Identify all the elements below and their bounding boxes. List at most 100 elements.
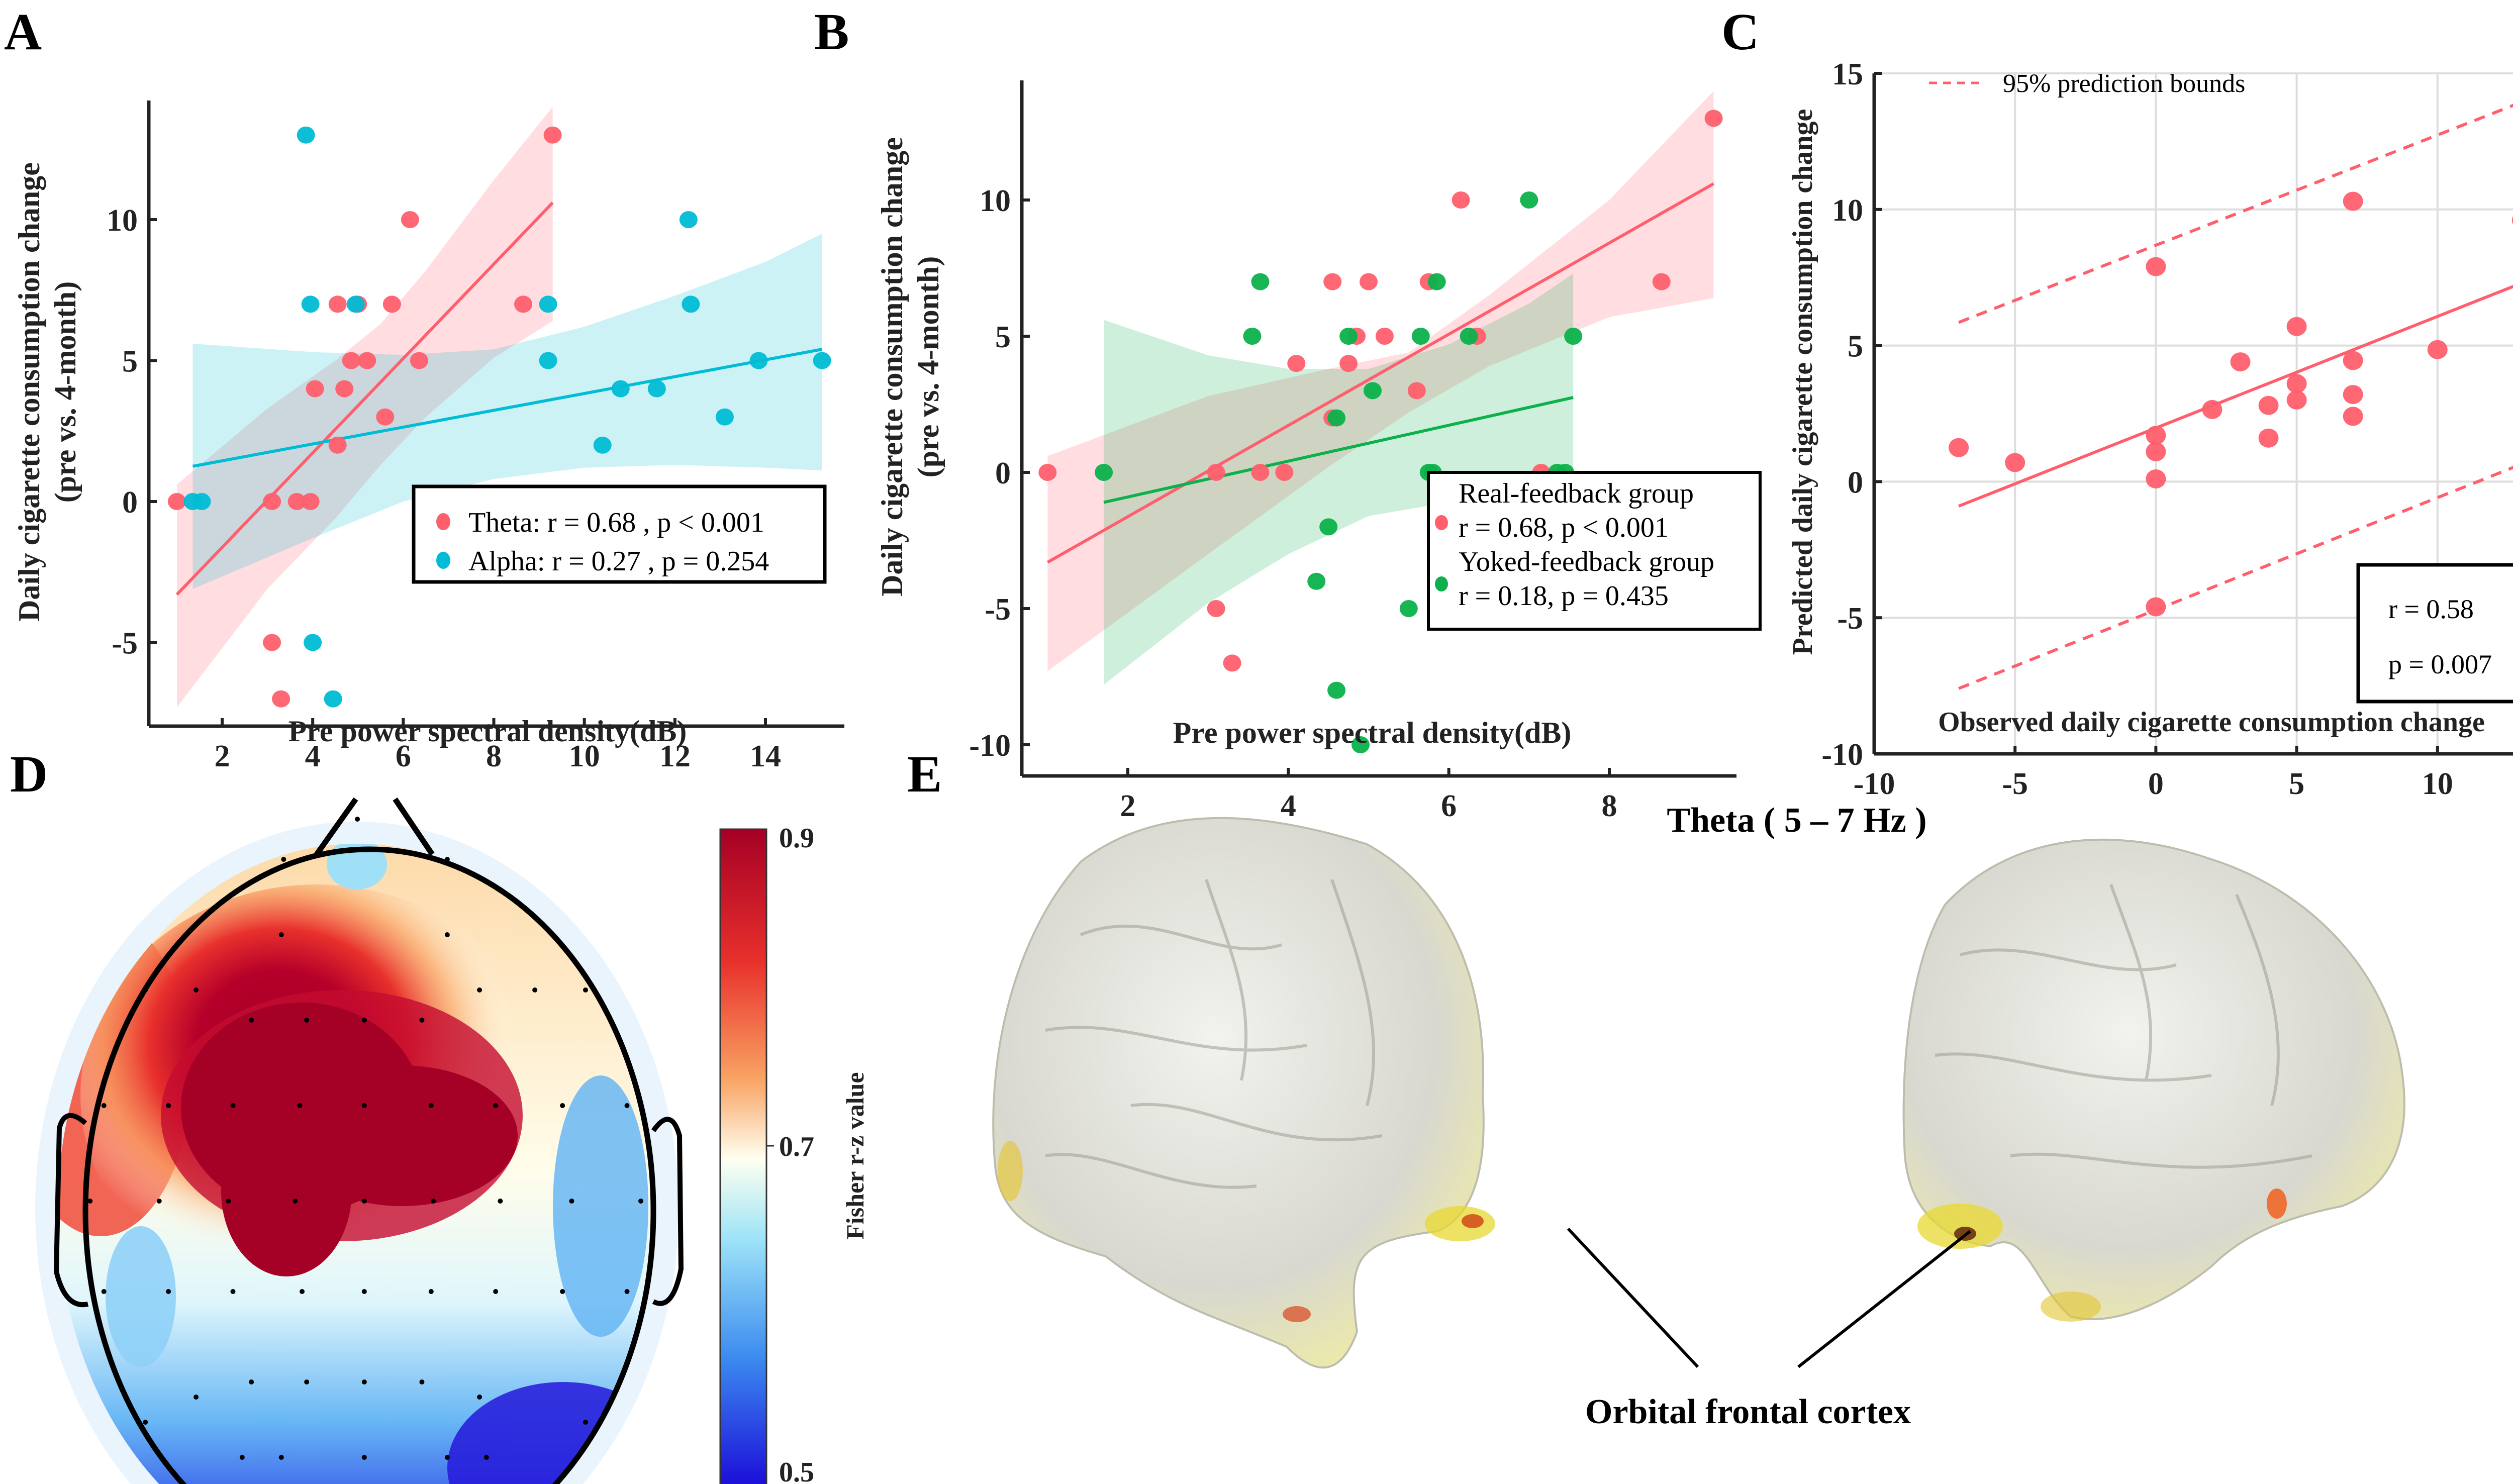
electrode-dot bbox=[281, 857, 286, 862]
legend-label-alpha: Alpha: r = 0.27 , p = 0.254 bbox=[468, 546, 769, 577]
confidence-bands bbox=[1047, 91, 1714, 685]
data-point bbox=[304, 634, 322, 651]
electrode-dot bbox=[166, 1289, 171, 1294]
electrode-dot bbox=[194, 1395, 199, 1400]
data-point bbox=[1287, 355, 1306, 372]
legend-stats-yoked: r = 0.18, p = 0.435 bbox=[1459, 580, 1669, 612]
data-point bbox=[297, 126, 315, 144]
legend-marker-real bbox=[1435, 515, 1448, 530]
data-point bbox=[514, 295, 533, 313]
colorbar-label: Fisher r-z value bbox=[841, 1072, 869, 1239]
electrode-dot bbox=[498, 1199, 503, 1204]
data-point bbox=[1275, 464, 1294, 481]
nose-outline bbox=[314, 797, 435, 856]
data-point bbox=[813, 352, 831, 369]
annotation-pointer-left bbox=[1567, 1227, 1699, 1368]
x-tick-label: 10 bbox=[569, 739, 600, 773]
data-point bbox=[2511, 216, 2513, 225]
electrode-dot bbox=[560, 1103, 565, 1108]
data-point bbox=[2146, 426, 2166, 445]
y-axis-label-line1: Daily cigarette consumption change bbox=[13, 162, 46, 622]
x-tick-label: 8 bbox=[1602, 789, 1617, 823]
x-tick-label: 5 bbox=[2289, 767, 2304, 801]
legend: Theta: r = 0.68 , p < 0.001 Alpha: r = 0… bbox=[412, 484, 827, 584]
data-point bbox=[1460, 328, 1478, 345]
electrode-dot bbox=[477, 1395, 482, 1400]
x-axis-label: Pre power spectral density(dB) bbox=[1173, 716, 1572, 749]
data-point bbox=[1327, 681, 1346, 699]
data-point bbox=[539, 295, 557, 313]
x-tick-label: 2 bbox=[1120, 789, 1136, 823]
confidence-band-yoked-feedback-group bbox=[1104, 273, 1574, 685]
y-tick-label: -5 bbox=[112, 627, 138, 661]
legend-label-real: Real-feedback group bbox=[1459, 478, 1694, 509]
y-tick-label: 5 bbox=[1848, 330, 1863, 364]
data-point bbox=[328, 295, 347, 313]
confidence-band-real-feedback-group bbox=[1047, 91, 1714, 671]
data-point bbox=[376, 408, 395, 426]
y-axis-label: Predicted daily cigarette consumption ch… bbox=[1787, 109, 1818, 655]
electrode-dot bbox=[101, 1289, 107, 1294]
data-point bbox=[287, 493, 306, 510]
data-point bbox=[2343, 351, 2363, 370]
colorbar-tick-mid: 0.7 bbox=[779, 1131, 814, 1162]
electrode-dot bbox=[230, 1289, 236, 1294]
data-point bbox=[1520, 191, 1538, 209]
legend-box bbox=[412, 484, 827, 584]
electrode-dot bbox=[249, 1018, 254, 1023]
electrode-dot bbox=[361, 1455, 367, 1460]
panel-d-topomap: 0.9 0.7 0.5 Fisher r-z value bbox=[35, 797, 869, 1484]
brain-title: Theta ( 5 – 7 Hz ) bbox=[1667, 801, 1926, 840]
data-point bbox=[611, 380, 630, 398]
electrode-dot bbox=[249, 1379, 254, 1384]
x-tick-label: 12 bbox=[659, 739, 691, 773]
data-point bbox=[1375, 328, 1394, 345]
data-point bbox=[1452, 191, 1470, 209]
data-point bbox=[539, 352, 557, 369]
x-tick-label: 6 bbox=[396, 739, 411, 773]
data-point bbox=[2005, 453, 2025, 472]
data-point bbox=[1251, 273, 1270, 290]
annotation-pointer-right bbox=[1797, 1230, 1971, 1368]
data-point bbox=[272, 690, 291, 708]
x-tick-label: 0 bbox=[2148, 767, 2164, 801]
data-point bbox=[1949, 438, 1969, 457]
data-point bbox=[1339, 355, 1358, 372]
y-axis-label-line2: (pre vs. 4-month) bbox=[912, 256, 945, 478]
prediction-bound-lower bbox=[1958, 466, 2513, 690]
x-tick-label: -5 bbox=[2002, 767, 2028, 801]
electrode-dot bbox=[444, 1455, 450, 1460]
fit-line-yoked-feedback-group bbox=[1103, 396, 1574, 504]
data-point bbox=[1652, 273, 1671, 290]
y-axis-label-line1: Daily cigarette consumption change bbox=[876, 137, 909, 597]
data-point bbox=[1095, 464, 1113, 481]
panel-label-e: E bbox=[907, 745, 942, 803]
data-point bbox=[328, 436, 347, 454]
electrode-dot bbox=[569, 1199, 574, 1204]
data-point bbox=[1307, 572, 1326, 590]
data-point bbox=[1207, 600, 1225, 617]
data-point bbox=[1363, 382, 1382, 400]
colorbar bbox=[719, 828, 767, 1484]
y-tick-label: -10 bbox=[1821, 738, 1863, 772]
data-point bbox=[1427, 273, 1446, 290]
legend-marker-alpha bbox=[436, 552, 450, 569]
panel-label-c: C bbox=[1721, 3, 1759, 61]
electrode-dots bbox=[87, 817, 644, 1460]
data-point bbox=[401, 211, 419, 228]
data-point bbox=[1223, 654, 1241, 672]
electrode-dot bbox=[230, 1103, 236, 1108]
data-point bbox=[1251, 464, 1270, 481]
data-point bbox=[2258, 395, 2279, 415]
data-point bbox=[167, 493, 186, 510]
y-tick-label: 5 bbox=[122, 345, 138, 379]
x-tick-label: 2 bbox=[215, 739, 230, 773]
data-point bbox=[2286, 374, 2307, 393]
left-ear-outline bbox=[53, 1113, 89, 1308]
y-tick-label: 0 bbox=[122, 485, 138, 520]
x-tick-label: 14 bbox=[750, 739, 781, 773]
electrode-dot bbox=[156, 1199, 162, 1204]
data-point bbox=[301, 295, 320, 313]
y-tick-label: 10 bbox=[980, 184, 1011, 218]
data-point bbox=[1243, 328, 1262, 345]
